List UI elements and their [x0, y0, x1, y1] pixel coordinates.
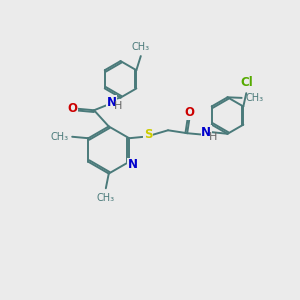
Text: CH₃: CH₃ [246, 93, 264, 103]
Text: CH₃: CH₃ [50, 132, 69, 142]
Text: N: N [128, 158, 138, 171]
Text: CH₃: CH₃ [97, 193, 115, 203]
Text: O: O [184, 106, 194, 119]
Text: S: S [144, 128, 152, 141]
Text: Cl: Cl [241, 76, 253, 89]
Text: H: H [209, 132, 217, 142]
Text: N: N [201, 126, 211, 139]
Text: H: H [114, 101, 123, 111]
Text: O: O [68, 102, 78, 115]
Text: N: N [107, 95, 117, 109]
Text: CH₃: CH₃ [132, 42, 150, 52]
